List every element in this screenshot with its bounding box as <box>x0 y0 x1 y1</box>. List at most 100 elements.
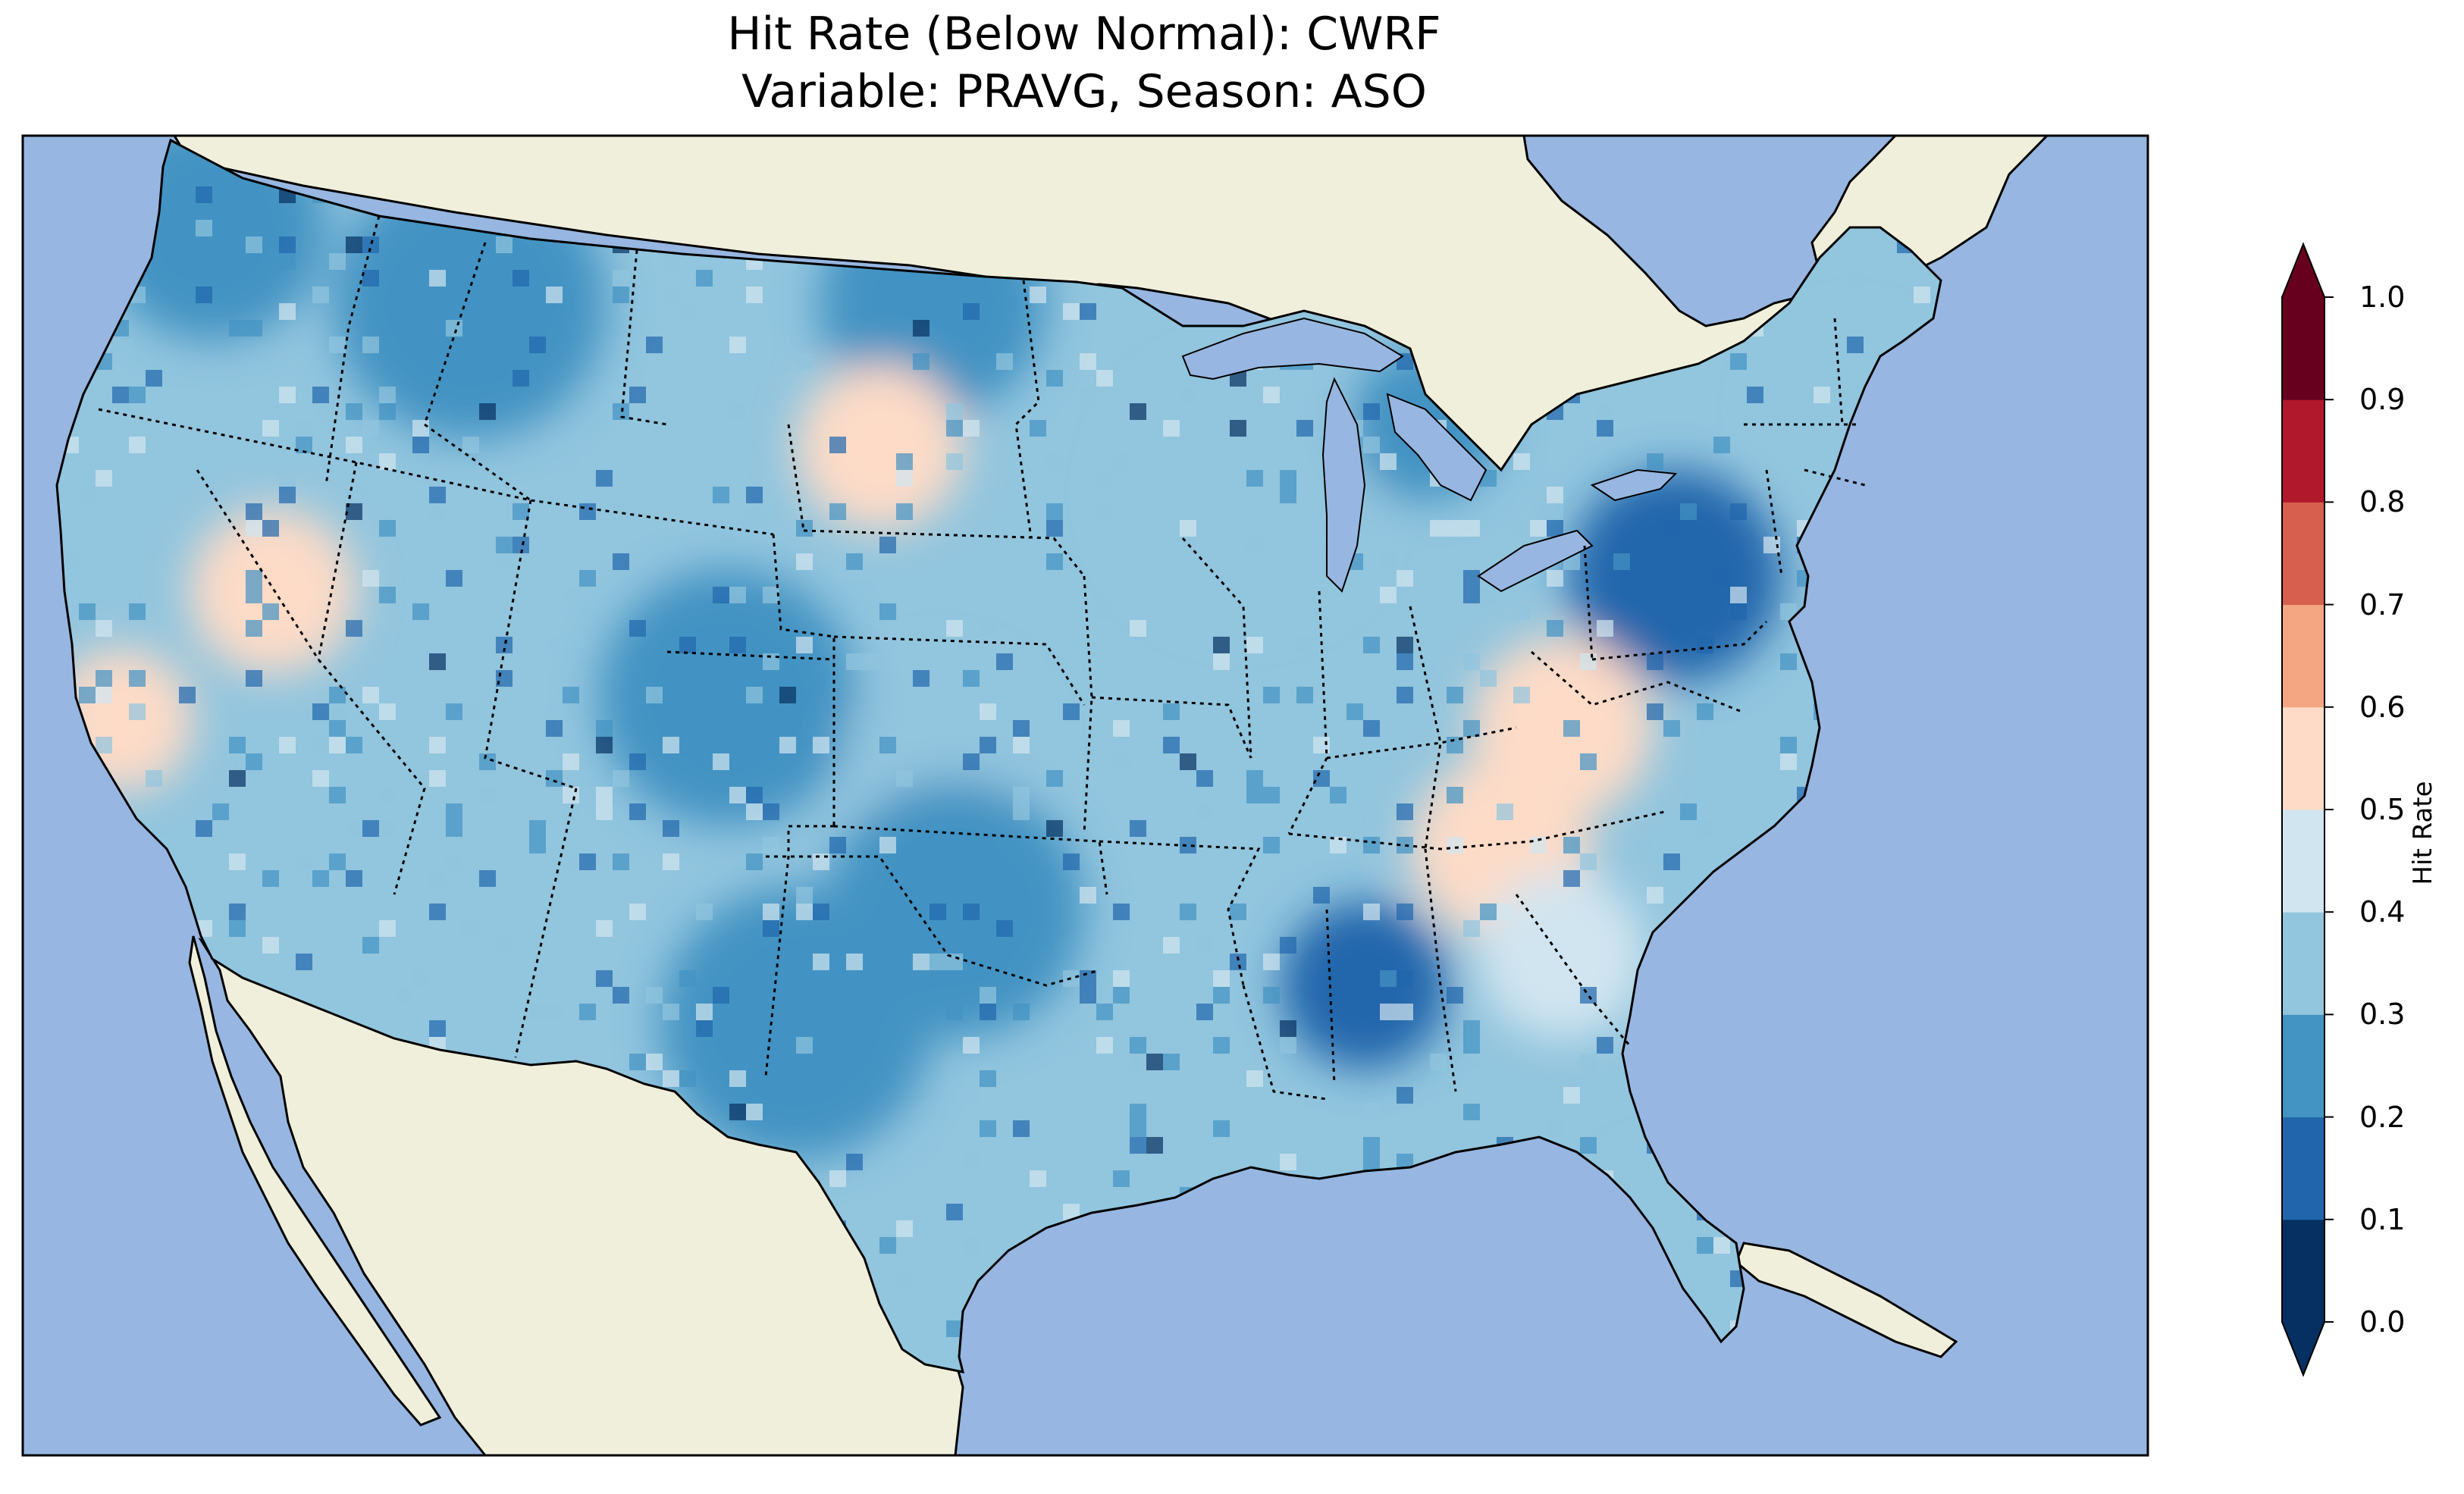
heatmap-cell <box>1513 687 1530 703</box>
heatmap-cell <box>980 1070 996 1087</box>
state-border <box>1325 909 1336 1085</box>
heatmap-cell <box>713 487 729 503</box>
heatmap-cell <box>246 520 262 537</box>
heatmap-cell <box>1763 537 1780 553</box>
heatmap-cell <box>963 1154 980 1170</box>
heatmap-cell <box>1163 737 1180 753</box>
heatmap-cell <box>1280 1037 1296 1054</box>
heatmap-cell <box>312 870 329 887</box>
heatmap-cell <box>96 670 112 687</box>
heatmap-cell <box>513 370 529 387</box>
heatmap-cell <box>296 437 312 453</box>
baja-land <box>188 935 442 1427</box>
heatmap-cell <box>1030 420 1046 437</box>
heatmap-cell <box>96 470 112 487</box>
heatmap-cell <box>246 587 262 603</box>
heatmap-cell <box>329 787 346 803</box>
heatmap-cell <box>1246 770 1263 787</box>
state-border <box>1091 696 1252 759</box>
heatmap-cell <box>429 737 446 753</box>
colorbar-segment <box>2282 706 2324 810</box>
heatmap-cell <box>1480 670 1497 687</box>
heatmap-cell <box>262 203 279 220</box>
colorbar-label: Hit Rate <box>2408 781 2438 885</box>
heatmap-cell <box>913 670 929 687</box>
heatmap-cell <box>1313 370 1330 387</box>
heatmap-cell <box>1497 904 1513 920</box>
heatmap-cell <box>1363 437 1380 453</box>
heatmap-cell <box>1497 803 1513 820</box>
heatmap-cell <box>996 653 1013 670</box>
heatmap-cell <box>529 337 546 353</box>
heatmap-cell <box>1296 420 1313 437</box>
heatmap-cell <box>312 287 329 303</box>
heatmap-cell <box>429 270 446 287</box>
heatmap-cell <box>1063 303 1080 320</box>
heatmap-cell <box>779 737 796 753</box>
heatmap-cell <box>896 503 913 520</box>
heatmap-cell <box>1563 720 1580 737</box>
heatmap-cell <box>362 420 379 437</box>
heatmap-cell <box>729 587 746 603</box>
heatmap-cell <box>362 687 379 703</box>
colorbar-segment <box>2282 399 2324 503</box>
heatmap-cell <box>579 503 596 520</box>
heatmap-cell <box>896 770 913 787</box>
state-border <box>1531 650 1745 714</box>
state-border <box>1515 894 1632 1047</box>
heatmap-cell <box>746 287 763 303</box>
heatmap-cell <box>346 403 362 420</box>
heatmap-cell <box>663 1070 679 1087</box>
heatmap-cell <box>1213 637 1230 653</box>
heatmap-cell <box>829 437 846 453</box>
heatmap-cell <box>1397 570 1413 587</box>
heatmap-cell <box>1013 1120 1030 1137</box>
heatmap-cell <box>279 303 296 320</box>
heatmap-cell <box>1063 1204 1080 1220</box>
heatmap-cell <box>1213 987 1230 1004</box>
heatmap-cell <box>1580 1054 1597 1070</box>
heatmap-cell <box>1280 1020 1296 1037</box>
heatmap-cell <box>329 853 346 870</box>
heatmap-cell <box>1780 653 1797 670</box>
state-border <box>1591 620 1768 661</box>
heatmap-cell <box>946 453 963 470</box>
heatmap-cell <box>1447 787 1463 803</box>
heatmap-cell <box>1747 387 1763 403</box>
heatmap-cell <box>1313 737 1330 753</box>
heatmap-cell <box>1113 970 1130 987</box>
colorbar-segment <box>2282 502 2324 606</box>
heatmap-cell <box>1447 837 1463 853</box>
heatmap-cell <box>929 987 946 1004</box>
heatmap-cell <box>963 1237 980 1254</box>
heatmap-cell <box>980 737 996 753</box>
heatmap-cell <box>946 403 963 420</box>
heatmap-cell <box>763 653 779 670</box>
heatmap-cell <box>1713 570 1730 587</box>
heatmap-cell <box>1563 1087 1580 1104</box>
heatmap-cell <box>462 920 479 937</box>
heatmap-cell <box>262 603 279 620</box>
state-border <box>1099 840 1261 986</box>
heatmap-cell <box>1697 703 1713 720</box>
state-border <box>803 529 1086 577</box>
heatmap-cell <box>663 1004 679 1020</box>
heatmap-cell <box>1397 970 1413 987</box>
heatmap-cell <box>613 287 629 303</box>
heatmap-cell <box>229 737 246 753</box>
heatmap-cell <box>746 503 763 520</box>
heatmap-cell <box>946 1320 963 1337</box>
heatmap-cell <box>946 1204 963 1220</box>
heatmap-cell <box>613 403 629 420</box>
heatmap-cell <box>312 770 329 787</box>
colorbar-segment <box>2282 1117 2324 1220</box>
heatmap-cell <box>446 853 462 870</box>
heatmap-cell <box>913 954 929 970</box>
heatmap-region <box>1569 470 1782 682</box>
heatmap-cell <box>1246 537 1263 553</box>
heatmap-cell <box>79 687 96 703</box>
heatmap-cell <box>496 553 513 570</box>
state-border <box>1804 468 1866 487</box>
heatmap-cell <box>980 1004 996 1020</box>
